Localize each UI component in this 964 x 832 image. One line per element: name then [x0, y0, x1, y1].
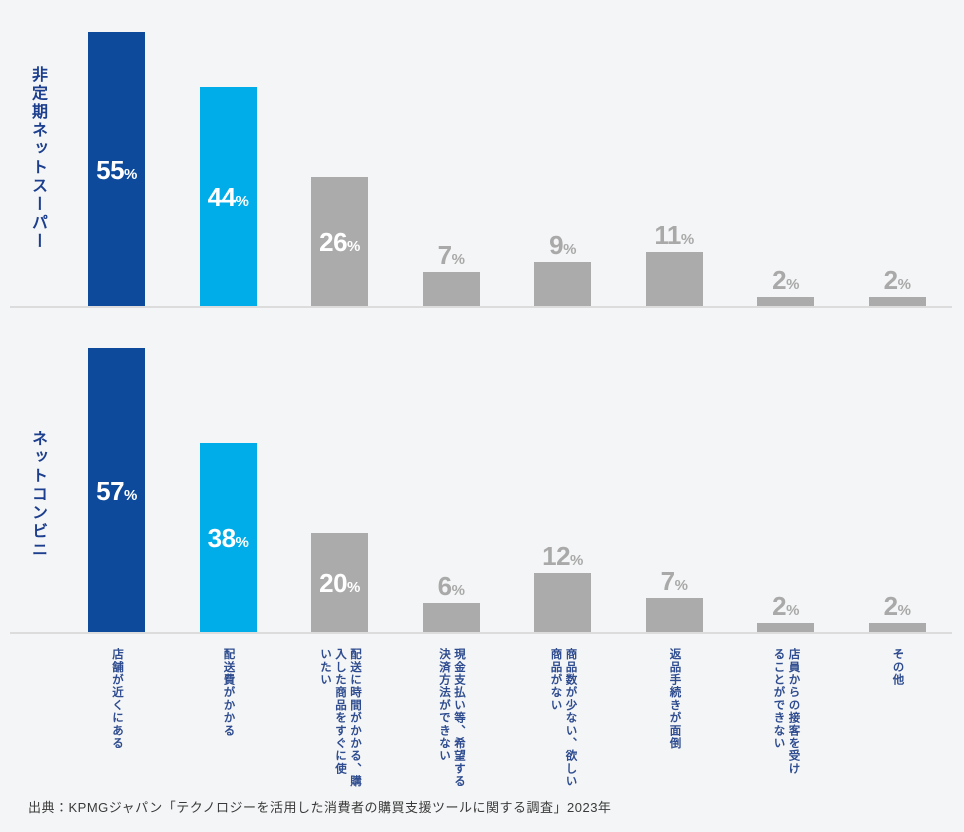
category-label: その他	[891, 648, 904, 687]
bar-value-label: 6%	[437, 571, 465, 601]
bar	[88, 348, 145, 633]
bar	[868, 623, 926, 633]
bar-value-label: 7%	[660, 566, 688, 596]
bar	[311, 533, 368, 633]
axis-baseline-top	[10, 306, 952, 308]
category-label: 店員からの接客を受け ることができない	[772, 648, 800, 775]
bar-value-label: 12%	[542, 541, 583, 571]
bar	[868, 297, 926, 307]
source-note: 出典：KPMGジャパン「テクノロジーを活用した消費者の購買支援ツールに関する調査…	[28, 800, 612, 815]
bar	[757, 623, 814, 633]
bar	[88, 32, 145, 307]
bar	[422, 272, 480, 307]
group-title-irregular-net-super: 非定期ネットスーパー	[29, 66, 46, 251]
group-title-net-convenience: ネットコンビニ	[29, 430, 46, 560]
bar-value-label: 2%	[772, 591, 799, 621]
bar-value-label: 9%	[549, 230, 576, 260]
bar-value-label: 55%	[96, 154, 137, 185]
category-label: 配送費がかかる	[222, 648, 235, 737]
category-label: 返品手続きが面倒	[668, 648, 681, 750]
category-label: 商品数が少ない、欲しい 商品がない	[549, 648, 577, 788]
bar	[645, 598, 703, 633]
bar-value-label: 44%	[207, 182, 249, 212]
category-label: 店舗が近くにある	[111, 648, 123, 750]
bar-value-label: 38%	[207, 523, 249, 553]
bar-value-label: 26%	[319, 227, 360, 257]
bar	[757, 297, 814, 307]
category-label: 配送に時間がかかる、購 入した商品をすぐに使 いたい	[319, 648, 361, 788]
category-label: 現金支払い等、希望する 決済方法ができない	[438, 648, 465, 788]
bar	[422, 603, 480, 633]
bar	[534, 573, 591, 633]
axis-baseline-bottom	[10, 632, 952, 634]
bar-value-label: 20%	[319, 568, 360, 598]
bar	[311, 177, 368, 307]
bar	[199, 87, 257, 307]
bar	[534, 262, 591, 307]
bar-value-label: 2%	[772, 265, 799, 295]
bar-value-label: 57%	[96, 475, 137, 506]
bar-value-label: 2%	[883, 265, 911, 295]
bar	[199, 443, 257, 633]
bar	[645, 252, 703, 307]
bar-value-label: 11%	[654, 220, 694, 250]
bar-value-label: 7%	[437, 240, 465, 270]
bar-value-label: 2%	[883, 591, 911, 621]
